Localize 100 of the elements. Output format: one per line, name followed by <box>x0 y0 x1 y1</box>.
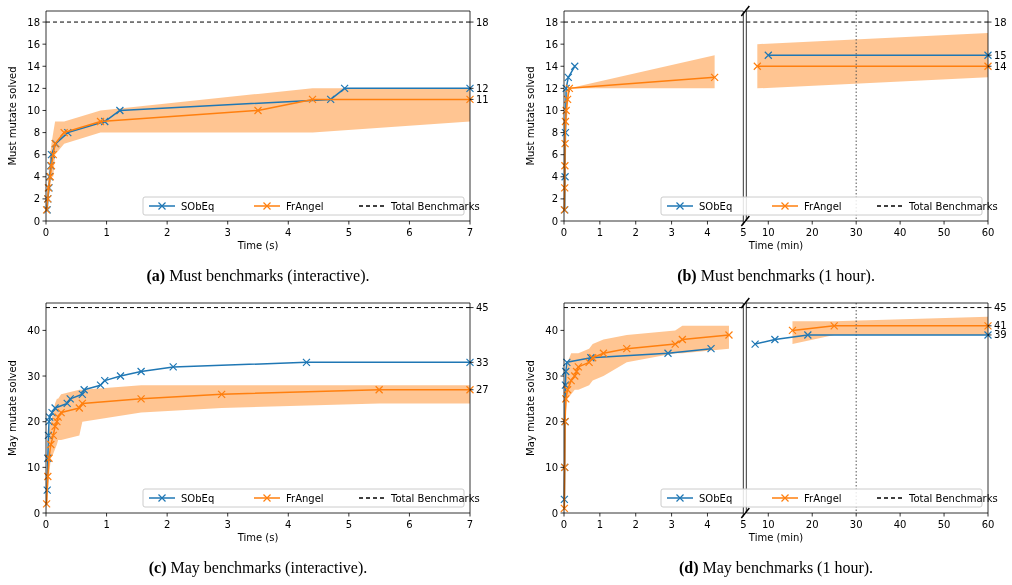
x-axis-title: Time (s) <box>236 240 279 251</box>
legend-label: FrAngel <box>286 200 324 212</box>
x-axis-title: Time (s) <box>236 532 279 543</box>
y2-tick-label: 11 <box>476 93 489 105</box>
legend-label: Total Benchmarks <box>390 492 480 504</box>
y-tick-label: 16 <box>545 38 558 50</box>
y-tick-label: 6 <box>33 149 40 161</box>
x-tick-label: 1 <box>596 519 604 530</box>
y-tick-label: 12 <box>27 82 40 94</box>
x-tick-label: 10 <box>761 519 775 530</box>
x-tick-label: 40 <box>893 519 907 530</box>
y-tick-label: 14 <box>27 60 40 72</box>
y-tick-label: 10 <box>27 104 40 116</box>
y2-tick-label: 27 <box>476 384 489 396</box>
y2-tick-label: 12 <box>476 82 489 94</box>
legend-label: FrAngel <box>804 200 842 212</box>
y-tick-label: 30 <box>545 370 558 382</box>
y-tick-label: 18 <box>27 16 40 28</box>
x-tick-label: 40 <box>893 227 907 238</box>
text: (b) Must benchmarks (1 hour). <box>677 267 875 285</box>
legend-label: FrAngel <box>286 492 324 504</box>
y2-tick-label: 33 <box>476 356 489 368</box>
y-tick-label: 0 <box>551 215 558 227</box>
x-tick-label: 5 <box>345 227 353 238</box>
y-axis-title: Must mutate solved <box>7 66 18 166</box>
x-tick-label: 0 <box>560 519 568 530</box>
text: (d) May benchmarks (1 hour). <box>678 559 874 577</box>
x-tick-label: 5 <box>740 227 747 238</box>
x-tick-label: 60 <box>981 227 995 238</box>
x-tick-label: 7 <box>466 519 474 530</box>
x-tick-label: 3 <box>224 519 231 530</box>
legend-label: Total Benchmarks <box>390 200 480 212</box>
x-tick-label: 30 <box>849 519 863 530</box>
y-tick-label: 20 <box>27 416 40 428</box>
y-axis-title: May mutate solved <box>525 360 536 456</box>
x-tick-label: 3 <box>224 227 231 238</box>
y-tick-label: 12 <box>545 82 558 94</box>
legend-label: SObEq <box>699 492 733 504</box>
x-tick-label: 2 <box>163 227 171 238</box>
y-tick-label: 18 <box>545 16 558 28</box>
legend-label: FrAngel <box>804 492 842 504</box>
text: (a) Must benchmarks (interactive). <box>146 267 370 285</box>
x-tick-label: 30 <box>849 227 863 238</box>
x-tick-label: 50 <box>937 519 951 530</box>
y-tick-label: 40 <box>27 324 40 336</box>
x-tick-label: 3 <box>668 519 675 530</box>
y2-tick-label: 14 <box>994 60 1007 72</box>
y-tick-label: 2 <box>33 193 40 205</box>
x-tick-label: 50 <box>937 227 951 238</box>
x-tick-label: 60 <box>981 519 995 530</box>
x-tick-label: 2 <box>632 519 639 530</box>
x-tick-label: 0 <box>42 519 50 530</box>
x-tick-label: 4 <box>285 519 292 530</box>
legend-label: Total Benchmarks <box>908 200 998 212</box>
x-tick-label: 0 <box>42 227 50 238</box>
y-tick-label: 40 <box>545 324 558 336</box>
x-tick-label: 1 <box>596 227 604 238</box>
x-tick-label: 20 <box>805 519 819 530</box>
y-tick-label: 10 <box>545 104 558 116</box>
x-tick-label: 2 <box>163 519 171 530</box>
y-tick-label: 14 <box>545 60 558 72</box>
y-tick-label: 10 <box>27 461 40 473</box>
y-tick-label: 30 <box>27 370 40 382</box>
x-tick-label: 4 <box>704 519 711 530</box>
x-tick-label: 2 <box>632 227 639 238</box>
y2-tick-label: 39 <box>994 329 1007 341</box>
x-axis-title: Time (min) <box>747 532 804 543</box>
x-tick-label: 0 <box>560 227 568 238</box>
legend-label: Total Benchmarks <box>908 492 998 504</box>
y-tick-label: 2 <box>551 193 558 205</box>
y-tick-label: 4 <box>33 171 40 183</box>
y-tick-label: 8 <box>33 127 40 139</box>
y-tick-label: 8 <box>551 127 558 139</box>
y-tick-label: 0 <box>551 507 558 519</box>
x-tick-label: 4 <box>285 227 292 238</box>
x-axis-title: Time (min) <box>747 240 804 251</box>
x-tick-label: 7 <box>466 227 474 238</box>
y2-tick-label: 45 <box>476 302 489 314</box>
y2-tick-label: 15 <box>994 49 1007 61</box>
y-tick-label: 6 <box>551 149 558 161</box>
y2-tick-label: 18 <box>476 16 489 28</box>
y-tick-label: 10 <box>545 461 558 473</box>
y-tick-label: 4 <box>551 171 558 183</box>
y-tick-label: 20 <box>545 416 558 428</box>
y2-tick-label: 18 <box>994 16 1007 28</box>
y-tick-label: 0 <box>33 215 40 227</box>
x-tick-label: 1 <box>103 227 110 238</box>
x-tick-label: 5 <box>740 519 747 530</box>
x-tick-label: 4 <box>704 227 711 238</box>
x-tick-label: 3 <box>668 227 675 238</box>
legend-label: SObEq <box>181 200 215 212</box>
y-axis-title: Must mutate solved <box>525 66 536 166</box>
y2-tick-label: 45 <box>994 302 1007 314</box>
text: (c) May benchmarks (interactive). <box>148 559 368 577</box>
y2-tick-label: 41 <box>994 320 1007 332</box>
legend-label: SObEq <box>181 492 215 504</box>
y-tick-label: 16 <box>27 38 40 50</box>
y-axis-title: May mutate solved <box>7 360 18 456</box>
x-tick-label: 20 <box>805 227 819 238</box>
x-tick-label: 10 <box>761 227 775 238</box>
